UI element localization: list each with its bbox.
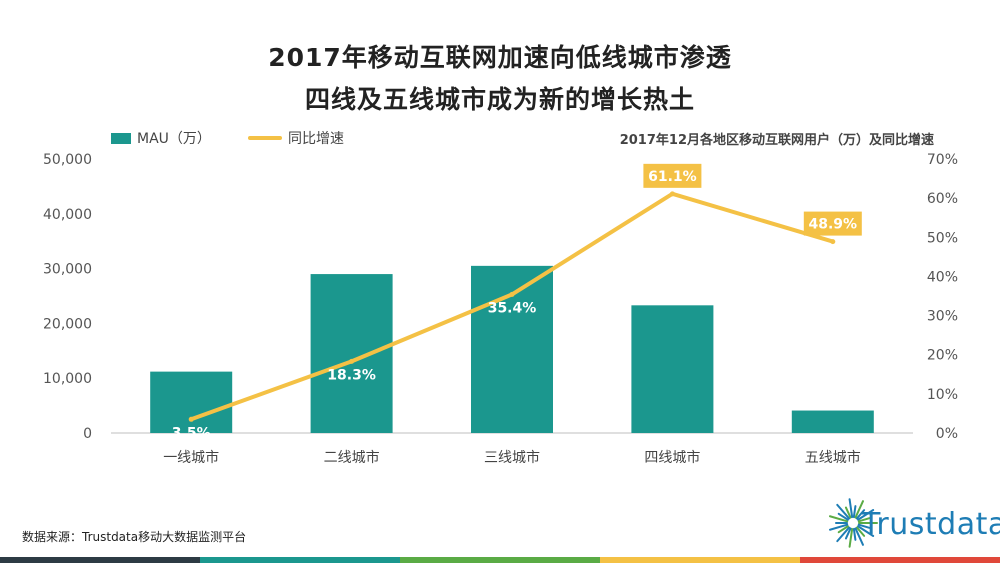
logo-text: Trustdata xyxy=(862,507,1000,542)
legend-item-mau: MAU（万） xyxy=(111,128,211,148)
legend-swatch-line xyxy=(248,136,282,140)
y-left-tick-label: 30,000 xyxy=(43,262,92,278)
legend-label-growth: 同比增速 xyxy=(288,131,344,147)
data-label-box xyxy=(643,163,702,188)
logo-ray xyxy=(855,509,866,520)
data-label: 3.5% xyxy=(172,425,211,441)
y-right-tick-label: 40% xyxy=(927,269,958,285)
bottom-stripe xyxy=(0,557,200,563)
bottom-stripe xyxy=(200,557,400,563)
y-right-tick-label: 30% xyxy=(927,309,958,325)
logo-ray xyxy=(828,515,849,523)
y-right-tick-label: 70% xyxy=(927,152,958,168)
line-point xyxy=(509,291,515,297)
y-left-tick-label: 20,000 xyxy=(43,316,92,332)
logo-ray xyxy=(837,525,849,534)
source-note: 数据来源：Trustdata移动大数据监测平台 xyxy=(22,530,247,544)
logo-ray xyxy=(857,517,871,523)
logo-ray xyxy=(844,506,852,519)
data-label-box xyxy=(803,211,862,236)
data-label: 35.4% xyxy=(488,300,537,316)
logo-ray xyxy=(837,512,849,521)
data-label: 18.3% xyxy=(327,367,376,383)
logo-ray xyxy=(854,500,864,519)
trustdata-logo: Trustdata xyxy=(826,493,1000,549)
line-point xyxy=(349,358,355,364)
logo-ray xyxy=(848,527,854,548)
y-right-tick-label: 50% xyxy=(927,230,958,246)
bottom-color-stripes xyxy=(0,557,1000,563)
logo-ray xyxy=(857,509,875,521)
bar xyxy=(471,265,553,433)
data-label: 48.9% xyxy=(809,217,858,233)
line-point xyxy=(669,191,675,197)
x-tick-label: 二线城市 xyxy=(324,449,380,466)
x-tick-label: 五线城市 xyxy=(805,449,861,466)
sunburst-icon xyxy=(828,498,878,548)
chart-title-line-2: 四线及五线城市成为新的增长热土 xyxy=(304,85,695,114)
logo-ray xyxy=(852,505,857,519)
logo-ray xyxy=(828,523,849,531)
y-right-tick-label: 20% xyxy=(927,348,958,364)
logo-ray xyxy=(848,498,854,519)
bottom-stripe xyxy=(600,557,800,563)
legend-label-mau: MAU（万） xyxy=(137,131,211,147)
logo-ray xyxy=(857,525,875,537)
legend-swatch-bar xyxy=(111,132,131,144)
chart-subtitle: 2017年12月各地区移动互联网用户（万）及同比增速 xyxy=(619,133,934,148)
legend-item-growth: 同比增速 xyxy=(248,128,344,148)
logo-ray xyxy=(854,527,864,546)
y-right-tick-label: 10% xyxy=(927,387,958,403)
bottom-stripe xyxy=(800,557,1000,563)
x-tick-label: 四线城市 xyxy=(644,449,700,466)
y-left-tick-label: 40,000 xyxy=(43,207,92,223)
y-left-tick-label: 10,000 xyxy=(43,371,92,387)
line-point xyxy=(830,239,836,245)
logo-ray xyxy=(844,527,852,540)
chart-title-line-1: 2017年移动互联网加速向低线城市渗透 xyxy=(268,43,732,72)
bottom-stripe xyxy=(400,557,600,563)
line-point xyxy=(188,416,194,422)
y-right-tick-label: 0% xyxy=(936,426,958,442)
bar xyxy=(310,274,393,433)
bar xyxy=(791,410,874,433)
logo-ray xyxy=(857,523,871,529)
data-label: 61.1% xyxy=(648,169,697,185)
bar xyxy=(150,371,233,433)
logo-ray xyxy=(852,527,857,541)
y-left-tick-label: 50,000 xyxy=(43,152,92,168)
logo-ray xyxy=(836,526,851,543)
y-left-tick-label: 0 xyxy=(83,426,92,442)
bar xyxy=(631,305,714,433)
x-tick-label: 一线城市 xyxy=(163,449,219,466)
logo-ray xyxy=(855,526,866,537)
x-tick-label: 三线城市 xyxy=(484,449,540,466)
logo-ray xyxy=(836,503,851,520)
y-right-tick-label: 60% xyxy=(927,191,958,207)
